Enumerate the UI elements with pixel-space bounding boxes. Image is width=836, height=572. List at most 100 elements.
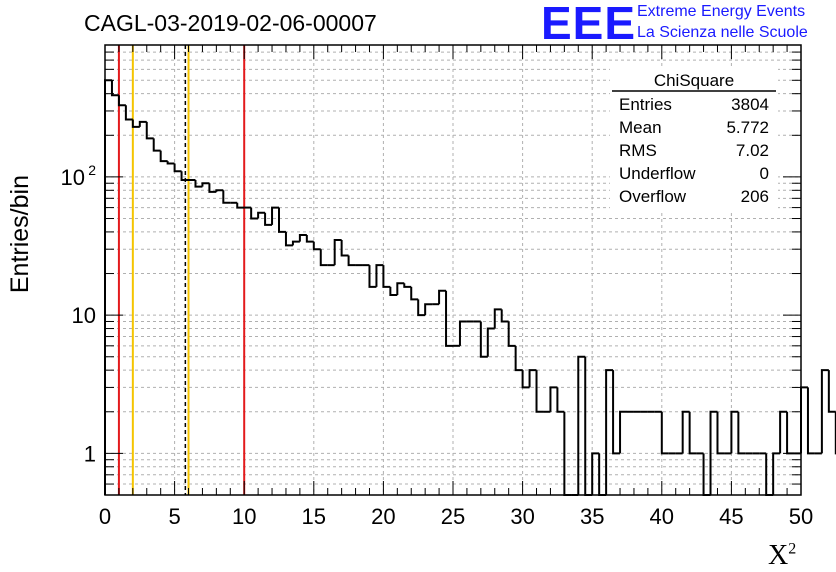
stats-title: ChiSquare bbox=[654, 71, 734, 90]
stats-label: Overflow bbox=[619, 187, 687, 206]
histogram-bin bbox=[619, 410, 627, 454]
x-axis-label: X2 bbox=[768, 540, 796, 572]
stats-value: 7.02 bbox=[736, 141, 769, 160]
histogram-bin bbox=[556, 387, 565, 413]
histogram-bin bbox=[375, 264, 384, 287]
histogram-bin bbox=[319, 249, 328, 267]
histogram-bin bbox=[535, 370, 544, 413]
histogram-bin bbox=[201, 182, 210, 187]
histogram-bin bbox=[458, 320, 467, 346]
histogram-bin bbox=[660, 411, 669, 455]
histogram-bin bbox=[110, 80, 119, 97]
histogram-bin bbox=[514, 345, 523, 372]
histogram-bin bbox=[382, 265, 391, 288]
stats-value: 5.772 bbox=[726, 118, 769, 137]
histogram-bin bbox=[104, 79, 112, 495]
histogram-bin bbox=[124, 105, 133, 121]
histogram-bin bbox=[730, 410, 739, 454]
y-tick-label-sup: 2 bbox=[88, 162, 96, 178]
histogram-bin bbox=[117, 95, 126, 107]
histogram-bin bbox=[688, 411, 697, 455]
histogram-bin bbox=[605, 369, 614, 495]
histogram-bin bbox=[438, 289, 447, 305]
histogram-bin bbox=[291, 240, 300, 246]
histogram-bin bbox=[612, 370, 621, 455]
stats-value: 0 bbox=[760, 164, 769, 183]
histogram-bin bbox=[479, 321, 488, 358]
x-tick-label: 15 bbox=[302, 504, 326, 529]
histogram-bin bbox=[131, 119, 140, 128]
histogram-bin bbox=[333, 238, 342, 266]
x-tick-label: 40 bbox=[650, 504, 674, 529]
x-tick-label: 35 bbox=[580, 504, 604, 529]
histogram-bin bbox=[208, 183, 217, 193]
histogram-bin bbox=[716, 411, 725, 455]
x-tick-label: 5 bbox=[168, 504, 180, 529]
histogram-bin bbox=[298, 234, 307, 242]
histogram-bin bbox=[396, 282, 405, 295]
histogram-bin bbox=[493, 308, 502, 329]
histogram-bin bbox=[305, 235, 314, 243]
histogram-bin bbox=[312, 241, 321, 251]
histogram-bin bbox=[403, 283, 412, 288]
histogram-bin bbox=[521, 370, 530, 389]
histogram-bin bbox=[194, 179, 203, 188]
histogram-bin bbox=[180, 171, 189, 181]
histogram-bin bbox=[222, 190, 231, 204]
stats-label: Entries bbox=[619, 95, 672, 114]
histogram-bin bbox=[827, 370, 836, 413]
x-tick-label: 50 bbox=[789, 504, 813, 529]
histogram-bin bbox=[737, 411, 746, 455]
y-tick-label: 1 bbox=[84, 441, 96, 466]
histogram-bin bbox=[486, 327, 495, 357]
histogram-bin bbox=[278, 207, 286, 233]
x-axis-label-text: X bbox=[768, 540, 789, 571]
histogram-bin bbox=[424, 303, 433, 316]
histogram-bin bbox=[166, 161, 175, 165]
eee-logo: EEE bbox=[541, 0, 637, 49]
histogram-bin bbox=[806, 387, 815, 455]
histogram-bin bbox=[159, 150, 168, 163]
x-axis-label-sup: 2 bbox=[788, 540, 797, 558]
histogram-bin bbox=[417, 299, 426, 317]
histogram-bin bbox=[145, 121, 154, 140]
logo-caption-line1: Extreme Energy Events bbox=[637, 3, 806, 20]
histogram-bin bbox=[250, 207, 259, 220]
x-tick-label: 45 bbox=[719, 504, 743, 529]
histogram-bin bbox=[152, 138, 161, 152]
histogram-bin bbox=[389, 286, 398, 296]
stats-label: Underflow bbox=[619, 164, 696, 183]
histogram-bin bbox=[445, 290, 453, 347]
histogram-bin bbox=[236, 202, 245, 209]
histogram-bin bbox=[681, 410, 690, 454]
stats-value: 206 bbox=[741, 187, 769, 206]
y-tick-label: 10 bbox=[72, 303, 96, 328]
x-tick-label: 20 bbox=[371, 504, 395, 529]
stats-label: Mean bbox=[619, 118, 662, 137]
x-tick-label: 25 bbox=[441, 504, 465, 529]
histogram-bin bbox=[709, 410, 718, 495]
histogram-bin bbox=[577, 355, 586, 495]
x-tick-label: 30 bbox=[510, 504, 534, 529]
histogram-bin bbox=[368, 265, 377, 288]
histogram-bin bbox=[528, 369, 537, 388]
y-tick-label: 10 bbox=[61, 165, 85, 190]
histogram-bin bbox=[264, 212, 273, 226]
histogram-bin bbox=[271, 206, 279, 225]
histogram-bin bbox=[507, 321, 516, 347]
histogram-bin bbox=[347, 255, 356, 267]
histogram-bin bbox=[820, 369, 829, 454]
histogram-bin bbox=[284, 231, 293, 247]
histogram-bin bbox=[215, 189, 224, 192]
histogram-bin bbox=[549, 386, 558, 412]
logo-caption-line2: La Scienza nelle Scuole bbox=[637, 24, 808, 41]
x-tick-label: 0 bbox=[99, 504, 111, 529]
chart-title: CAGL-03-2019-02-06-00007 bbox=[84, 10, 377, 36]
histogram-bin bbox=[800, 386, 808, 454]
x-tick-label: 10 bbox=[232, 504, 256, 529]
histogram-bin bbox=[257, 211, 266, 219]
histogram-bin bbox=[173, 163, 182, 173]
histogram-bin bbox=[410, 286, 419, 301]
histogram-bin bbox=[584, 356, 593, 496]
